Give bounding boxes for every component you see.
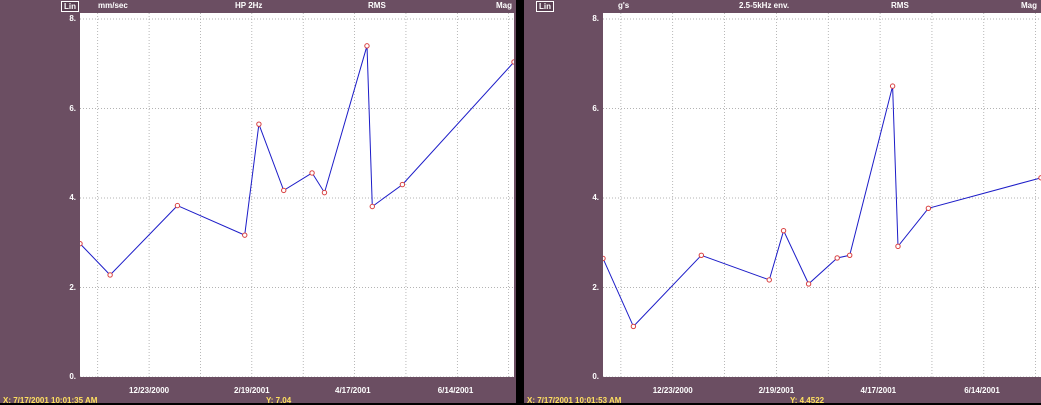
y-tick-label: 8. xyxy=(592,14,599,23)
y-tick-label: 2. xyxy=(592,282,599,292)
data-point xyxy=(698,252,705,258)
data-point xyxy=(107,272,113,278)
data-point xyxy=(766,277,772,283)
series-line xyxy=(603,85,1041,328)
data-point xyxy=(780,227,787,234)
chart-panel-left: Lin mm/sec HP 2Hz RMS Mag X: 7/17/2001 1… xyxy=(0,0,516,405)
line-chart[interactable] xyxy=(603,13,1041,377)
y-tick-label: 0. xyxy=(592,372,599,381)
plot-area[interactable] xyxy=(80,13,514,377)
data-point xyxy=(281,187,287,194)
chart-panel-right: Lin g's 2.5-5kHz env. RMS Mag X: 7/17/20… xyxy=(524,0,1041,405)
x-tick-label: 2/19/2001 xyxy=(758,386,795,395)
display-mode-label: Mag xyxy=(496,1,512,10)
cursor-y-readout: Y: 4.4522 xyxy=(790,396,825,405)
y-tick-label: 2. xyxy=(69,282,76,292)
y-tick-label: 8. xyxy=(69,14,76,23)
data-point xyxy=(369,203,375,210)
units-label: mm/sec xyxy=(98,1,128,10)
cursor-y-readout: Y: 7.04 xyxy=(266,396,292,405)
x-tick-label: 4/17/2001 xyxy=(860,386,897,395)
line-chart[interactable] xyxy=(80,13,514,377)
filter-label: HP 2Hz xyxy=(235,1,263,10)
series-line xyxy=(80,45,514,276)
data-point xyxy=(309,170,315,176)
data-point xyxy=(511,59,514,65)
filter-label: 2.5-5kHz env. xyxy=(739,1,790,10)
y-tick-label: 4. xyxy=(69,193,76,202)
scale-toggle-button[interactable]: Lin xyxy=(61,1,79,12)
cursor-x-readout: X: 7/17/2001 10:01:35 AM xyxy=(3,396,98,405)
y-tick-label: 6. xyxy=(592,103,599,113)
data-point xyxy=(399,181,406,188)
detection-label: RMS xyxy=(368,1,386,10)
plot-area[interactable] xyxy=(603,13,1041,377)
units-label: g's xyxy=(618,1,630,10)
data-point xyxy=(895,243,901,250)
detection-label: RMS xyxy=(891,1,909,10)
x-tick-label: 6/14/2001 xyxy=(964,386,1000,395)
x-tick-label: 4/17/2001 xyxy=(335,386,371,395)
data-point xyxy=(321,189,328,196)
display-mode-label: Mag xyxy=(1021,1,1037,10)
panel-divider xyxy=(516,0,524,403)
chart-header: Lin g's 2.5-5kHz env. RMS Mag xyxy=(524,0,1041,14)
data-point xyxy=(805,281,812,287)
data-point xyxy=(847,252,853,258)
x-tick-label: 12/23/2000 xyxy=(129,386,170,395)
x-tick-label: 6/14/2001 xyxy=(437,386,474,395)
data-point xyxy=(174,202,181,209)
scale-toggle-button[interactable]: Lin xyxy=(536,1,554,12)
x-tick-label: 12/23/2000 xyxy=(652,386,693,395)
data-point xyxy=(364,43,370,49)
data-point xyxy=(889,83,896,89)
data-point xyxy=(80,240,83,247)
x-tick-label: 2/19/2001 xyxy=(234,386,270,395)
data-point xyxy=(242,232,248,238)
data-point xyxy=(834,255,840,261)
chart-header: Lin mm/sec HP 2Hz RMS Mag xyxy=(0,0,516,14)
data-point xyxy=(630,323,637,330)
data-point xyxy=(925,205,932,211)
cursor-x-readout: X: 7/17/2001 10:01:53 AM xyxy=(527,396,622,405)
y-tick-label: 6. xyxy=(69,103,76,113)
data-point xyxy=(603,255,606,262)
y-tick-label: 0. xyxy=(69,372,76,381)
y-tick-label: 4. xyxy=(592,193,599,202)
data-point xyxy=(256,121,262,127)
